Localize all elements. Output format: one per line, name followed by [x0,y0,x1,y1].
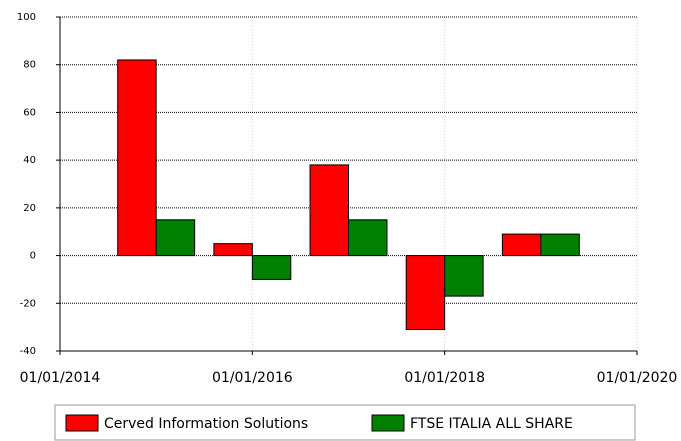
y-tick-label: 80 [23,60,36,71]
x-tick-label: 01/01/2014 [20,370,101,386]
x-tick-label: 01/01/2018 [404,370,485,386]
y-tick-label: 0 [30,251,36,262]
legend-swatch [65,414,99,432]
bar [540,233,580,257]
y-tick-label: 20 [23,203,36,214]
y-tick-label: -20 [20,298,36,309]
legend-box [54,404,636,441]
bar [405,255,446,331]
x-tick-label: 01/01/2020 [597,370,678,386]
bar [155,219,196,257]
bar [309,164,349,257]
y-tick-label: -40 [20,346,36,357]
bar [444,255,484,297]
legend-swatch [371,414,405,432]
legend-label: Cerved Information Solutions [104,416,308,432]
bar [251,255,292,280]
bar [213,243,253,257]
y-tick-label: 60 [23,107,36,118]
bar [117,59,157,257]
legend-label: FTSE ITALIA ALL SHARE [410,416,573,432]
bar [348,219,388,257]
y-tick-label: 100 [17,12,36,23]
bar [501,233,542,257]
y-tick-label: 40 [23,155,36,166]
x-tick-label: 01/01/2016 [212,370,293,386]
